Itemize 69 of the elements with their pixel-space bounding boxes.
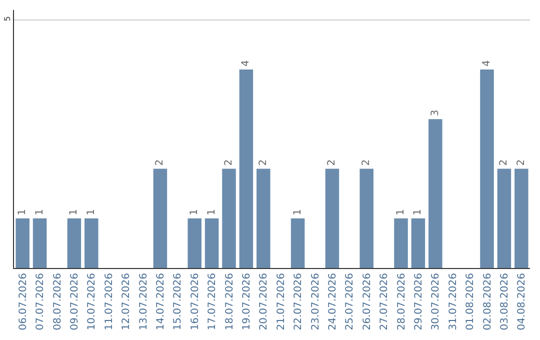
bar (222, 168, 236, 268)
x-tick-label: 19.07.2026 (241, 273, 252, 330)
x-tick-label: 01.08.2026 (465, 273, 476, 330)
data-label: 2 (224, 159, 234, 166)
bar (411, 218, 426, 268)
bar (153, 168, 168, 268)
x-tick-label: 20.07.2026 (258, 273, 270, 330)
data-label: 1 (34, 209, 46, 216)
data-label: 3 (430, 110, 441, 116)
x-tick-label: 07.07.2026 (35, 273, 46, 330)
bar (394, 218, 408, 268)
x-tick-label: 15.07.2026 (172, 273, 184, 330)
x-tick-label: 30.07.2026 (430, 273, 442, 330)
x-tick-label: 26.07.2026 (362, 273, 373, 330)
bar (32, 218, 47, 268)
y-tick-label: 5 (2, 16, 12, 22)
bar (360, 168, 374, 268)
bar (188, 218, 202, 268)
x-tick-label: 29.07.2026 (413, 273, 424, 330)
bar (325, 168, 340, 268)
data-label: 1 (68, 209, 80, 216)
data-label: 1 (189, 209, 200, 216)
bar (256, 168, 270, 268)
data-label: 4 (482, 60, 492, 67)
data-label: 2 (498, 159, 510, 166)
data-label: 1 (396, 209, 406, 216)
x-tick-label: 18.07.2026 (224, 273, 236, 330)
bar (84, 218, 98, 268)
bar (480, 70, 494, 268)
x-tick-label: 11.07.2026 (104, 273, 115, 330)
bar (16, 218, 30, 268)
x-tick-label: 17.07.2026 (207, 273, 218, 330)
x-tick-label: 03.08.2026 (499, 273, 510, 330)
data-label: 1 (206, 209, 218, 216)
x-tick-label: 13.07.2026 (138, 273, 150, 330)
bar (204, 218, 219, 268)
data-label: 2 (258, 159, 269, 166)
x-tick-label: 22.07.2026 (293, 273, 304, 330)
x-tick-label: 25.07.2026 (344, 273, 356, 330)
x-tick-label: 09.07.2026 (69, 273, 80, 330)
x-tick-label: 08.07.2026 (52, 273, 64, 330)
data-label: 1 (86, 209, 97, 216)
x-tick-label: 28.07.2026 (396, 273, 408, 330)
data-label: 2 (516, 159, 527, 166)
bar (67, 218, 82, 268)
data-label: 2 (361, 159, 372, 166)
x-tick-label: 10.07.2026 (86, 273, 98, 330)
bar (428, 119, 442, 268)
bar (239, 70, 254, 268)
x-tick-label: 24.07.2026 (327, 273, 338, 330)
x-tick-label: 16.07.2026 (190, 273, 201, 330)
x-tick-label: 23.07.2026 (310, 273, 322, 330)
bar (514, 168, 528, 268)
x-tick-label: 31.07.2026 (448, 273, 459, 330)
data-label: 1 (412, 209, 424, 216)
x-tick-label: 14.07.2026 (155, 273, 166, 330)
data-label: 1 (17, 209, 28, 216)
x-tick-label: 12.07.2026 (121, 273, 132, 330)
x-tick-label: 06.07.2026 (18, 273, 29, 330)
x-tick-label: 04.08.2026 (516, 273, 528, 330)
bar (497, 168, 512, 268)
bar (290, 218, 305, 268)
x-tick-label: 02.08.2026 (482, 273, 494, 330)
data-label: 2 (154, 159, 166, 166)
data-label: 4 (240, 60, 252, 67)
data-label: 1 (292, 209, 304, 216)
data-label: 2 (326, 159, 338, 166)
x-tick-label: 27.07.2026 (379, 273, 390, 330)
x-tick-label: 21.07.2026 (276, 273, 287, 330)
